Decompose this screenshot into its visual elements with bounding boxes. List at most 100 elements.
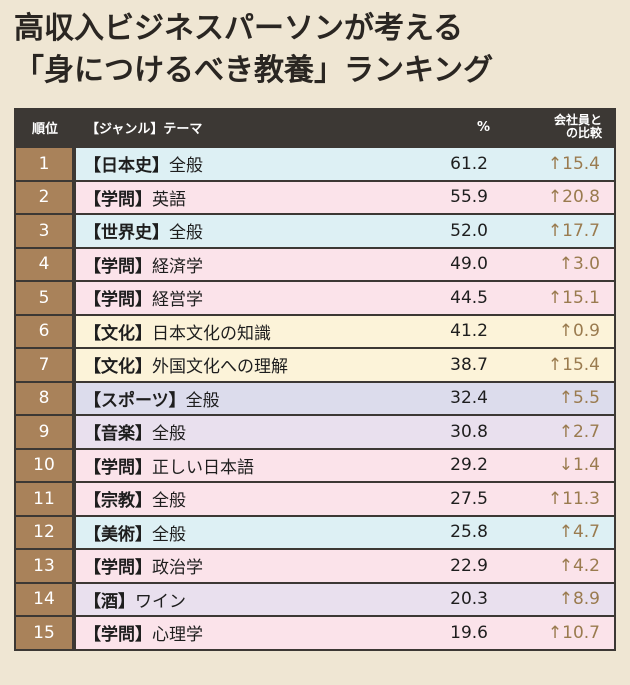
- page-title: 高収入ビジネスパーソンが考える 「身につけるべき教養」ランキング: [14, 8, 620, 92]
- table-body: 1 【日本史】全般 61.2 ↑15.4 2 【学問】英語 55.9 ↑20.8 3 【世界史】全…: [14, 148, 616, 649]
- genre-label: 【学問】: [84, 458, 152, 478]
- theme-cell: 【音楽】全般: [76, 419, 394, 444]
- topic-label: 正しい日本語: [152, 458, 254, 478]
- rank-cell: 8: [16, 383, 72, 415]
- theme-cell: 【学問】経済学: [76, 252, 394, 277]
- rank-cell: 1: [16, 148, 72, 180]
- compare-cell: ↑0.9: [504, 321, 614, 341]
- row-body: 【世界史】全般 52.0 ↑17.7: [76, 215, 614, 247]
- theme-cell: 【スポーツ】全般: [76, 386, 394, 411]
- table-row: 2 【学問】英語 55.9 ↑20.8: [14, 182, 616, 214]
- row-body: 【美術】全般 25.8 ↑4.7: [76, 517, 614, 549]
- compare-cell: ↑15.4: [504, 355, 614, 375]
- topic-label: 外国文化への理解: [152, 357, 288, 377]
- rank-cell: 4: [16, 249, 72, 281]
- rank-cell: 10: [16, 450, 72, 482]
- header-compare: 会社員と の比較: [506, 114, 616, 140]
- compare-cell: ↑10.7: [504, 623, 614, 643]
- row-body: 【学問】経済学 49.0 ↑3.0: [76, 249, 614, 281]
- theme-cell: 【美術】全般: [76, 520, 394, 545]
- rank-cell: 2: [16, 182, 72, 214]
- table-row: 1 【日本史】全般 61.2 ↑15.4: [14, 148, 616, 180]
- topic-label: 全般: [152, 525, 186, 545]
- title-line-1: 高収入ビジネスパーソンが考える: [14, 8, 620, 50]
- row-body: 【学問】英語 55.9 ↑20.8: [76, 182, 614, 214]
- table-row: 10 【学問】正しい日本語 29.2 ↓1.4: [14, 450, 616, 482]
- theme-cell: 【学問】英語: [76, 185, 394, 210]
- topic-label: 全般: [152, 424, 186, 444]
- table-row: 15 【学問】心理学 19.6 ↑10.7: [14, 617, 616, 649]
- rank-cell: 5: [16, 282, 72, 314]
- topic-label: 英語: [152, 190, 186, 210]
- rank-cell: 3: [16, 215, 72, 247]
- compare-cell: ↑17.7: [504, 221, 614, 241]
- compare-cell: ↑5.5: [504, 388, 614, 408]
- genre-label: 【世界史】: [84, 223, 169, 243]
- table-row: 3 【世界史】全般 52.0 ↑17.7: [14, 215, 616, 247]
- genre-label: 【学問】: [84, 257, 152, 277]
- row-body: 【スポーツ】全般 32.4 ↑5.5: [76, 383, 614, 415]
- percent-cell: 30.8: [394, 422, 504, 442]
- table-row: 12 【美術】全般 25.8 ↑4.7: [14, 517, 616, 549]
- table-row: 4 【学問】経済学 49.0 ↑3.0: [14, 249, 616, 281]
- theme-cell: 【文化】外国文化への理解: [76, 352, 394, 377]
- topic-label: 経営学: [152, 290, 203, 310]
- rank-cell: 14: [16, 584, 72, 616]
- genre-label: 【学問】: [84, 625, 152, 645]
- ranking-page: 高収入ビジネスパーソンが考える 「身につけるべき教養」ランキング 順位 【ジャン…: [0, 0, 630, 685]
- theme-cell: 【酒】ワイン: [76, 587, 394, 612]
- theme-cell: 【学問】政治学: [76, 553, 394, 578]
- topic-label: 経済学: [152, 257, 203, 277]
- rank-cell: 11: [16, 483, 72, 515]
- percent-cell: 52.0: [394, 221, 504, 241]
- genre-label: 【宗教】: [84, 491, 152, 511]
- theme-cell: 【学問】心理学: [76, 620, 394, 645]
- rank-cell: 13: [16, 550, 72, 582]
- rank-cell: 7: [16, 349, 72, 381]
- rank-cell: 6: [16, 316, 72, 348]
- header-compare-line-2: の比較: [506, 127, 602, 140]
- theme-cell: 【文化】日本文化の知識: [76, 319, 394, 344]
- percent-cell: 55.9: [394, 187, 504, 207]
- table-row: 13 【学問】政治学 22.9 ↑4.2: [14, 550, 616, 582]
- theme-cell: 【世界史】全般: [76, 218, 394, 243]
- compare-cell: ↑15.1: [504, 288, 614, 308]
- header-rank: 順位: [14, 118, 76, 137]
- topic-label: ワイン: [135, 592, 186, 612]
- table-row: 5 【学問】経営学 44.5 ↑15.1: [14, 282, 616, 314]
- table-row: 8 【スポーツ】全般 32.4 ↑5.5: [14, 383, 616, 415]
- genre-label: 【学問】: [84, 290, 152, 310]
- row-body: 【音楽】全般 30.8 ↑2.7: [76, 416, 614, 448]
- compare-cell: ↑8.9: [504, 589, 614, 609]
- row-body: 【学問】政治学 22.9 ↑4.2: [76, 550, 614, 582]
- compare-cell: ↑4.7: [504, 522, 614, 542]
- percent-cell: 38.7: [394, 355, 504, 375]
- genre-label: 【スポーツ】: [84, 391, 186, 411]
- compare-cell: ↑2.7: [504, 422, 614, 442]
- percent-cell: 22.9: [394, 556, 504, 576]
- table-row: 7 【文化】外国文化への理解 38.7 ↑15.4: [14, 349, 616, 381]
- topic-label: 日本文化の知識: [152, 324, 271, 344]
- row-body: 【酒】ワイン 20.3 ↑8.9: [76, 584, 614, 616]
- topic-label: 全般: [152, 491, 186, 511]
- percent-cell: 41.2: [394, 321, 504, 341]
- topic-label: 全般: [169, 223, 203, 243]
- compare-cell: ↑3.0: [504, 254, 614, 274]
- table-row: 11 【宗教】全般 27.5 ↑11.3: [14, 483, 616, 515]
- theme-cell: 【学問】正しい日本語: [76, 453, 394, 478]
- genre-label: 【学問】: [84, 558, 152, 578]
- topic-label: 心理学: [152, 625, 203, 645]
- ranking-table: 順位 【ジャンル】テーマ % 会社員と の比較 1 【日本史】全般 61.2 ↑15.…: [14, 108, 616, 651]
- compare-cell: ↓1.4: [504, 455, 614, 475]
- genre-label: 【文化】: [84, 357, 152, 377]
- title-line-2: 「身につけるべき教養」ランキング: [14, 50, 620, 92]
- percent-cell: 29.2: [394, 455, 504, 475]
- genre-label: 【日本史】: [84, 156, 169, 176]
- row-body: 【学問】経営学 44.5 ↑15.1: [76, 282, 614, 314]
- rank-cell: 9: [16, 416, 72, 448]
- table-row: 9 【音楽】全般 30.8 ↑2.7: [14, 416, 616, 448]
- compare-cell: ↑4.2: [504, 556, 614, 576]
- rank-cell: 15: [16, 617, 72, 649]
- row-body: 【学問】正しい日本語 29.2 ↓1.4: [76, 450, 614, 482]
- theme-cell: 【日本史】全般: [76, 151, 394, 176]
